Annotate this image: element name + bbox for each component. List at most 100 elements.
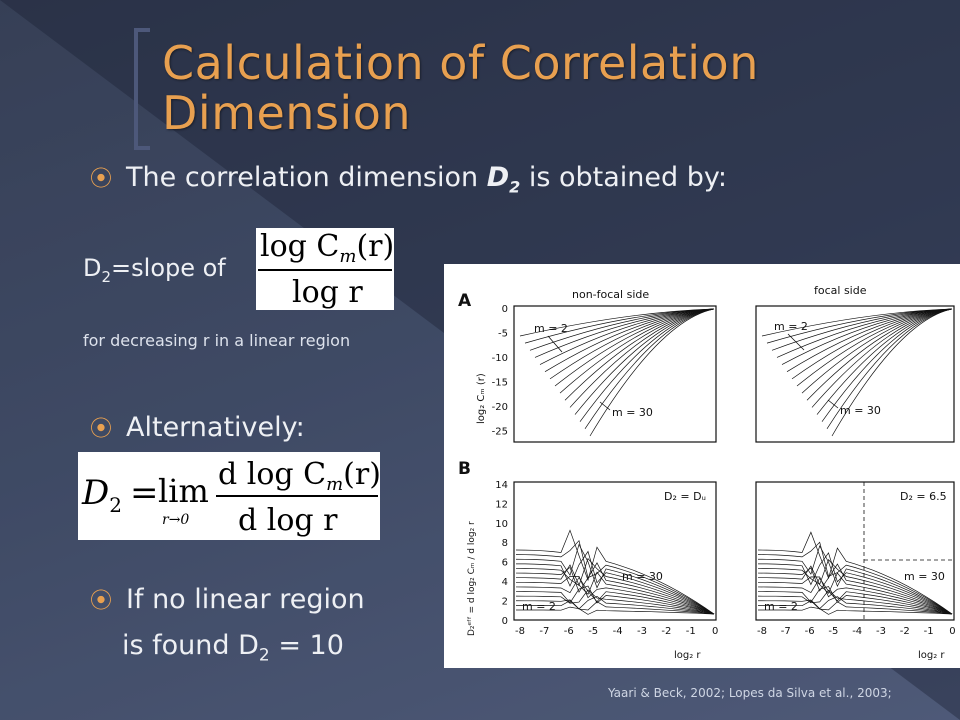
bullet-correlation-dimension: ⦿ The correlation dimension D2 is obtaine…: [90, 162, 727, 203]
tick-x-right: -2: [900, 626, 910, 637]
bullet-no-linear-region-line2: is found D2 = 10: [122, 630, 344, 666]
tick-x-right: -7: [781, 626, 791, 637]
tick-x-left: -5: [588, 626, 598, 637]
tick-x-left: -2: [661, 626, 671, 637]
ticks-x-left: -8 -7 -6 -5 -4 -3 -2 -1 0: [515, 626, 718, 637]
curve-b-right: [757, 600, 953, 615]
bullet-text-end: is obtained by:: [520, 162, 727, 193]
curve-b-right: [757, 596, 953, 615]
xlabel-left: log₂ r: [674, 650, 701, 661]
panel-a-label: A: [458, 291, 472, 311]
curves-a-left: [519, 308, 715, 437]
curve-b-right: [757, 552, 953, 615]
curve-a-right: [796, 308, 953, 387]
curve-b-right: [758, 606, 953, 615]
formula1-numerator: log Cm(r): [260, 229, 394, 267]
label-m30-b-right: m = 30: [904, 570, 945, 583]
bullet-alternatively: ⦿ Alternatively:: [90, 412, 305, 443]
plot-a-left-frame: [513, 305, 717, 443]
citation: Yaari & Beck, 2002; Lopes da Silva et al…: [608, 686, 892, 700]
tick-x-right: -5: [828, 626, 838, 637]
plot-b-right-frame: [755, 481, 955, 621]
tick-b-y: 10: [495, 519, 508, 530]
plot-a-right-frame: [755, 305, 955, 443]
tick-a-y: -15: [492, 378, 508, 389]
curve-a-left: [554, 308, 715, 387]
tick-b-y: 4: [502, 577, 508, 588]
tick-x-right: -4: [852, 626, 862, 637]
label-m2-b-right: m = 2: [764, 600, 798, 613]
linear-region-note: for decreasing r in a linear region: [83, 331, 351, 350]
curve-b-right: [757, 541, 953, 615]
curve-b-right: [757, 563, 953, 615]
formula2-lim: lim: [158, 472, 209, 510]
curve-a-right: [811, 308, 953, 408]
tick-x-right: -8: [757, 626, 767, 637]
slope-formula: log Cm(r) log r: [256, 228, 394, 310]
curve-b-left: [515, 529, 715, 615]
curve-a-left: [579, 308, 715, 422]
plot-b-left-frame: [513, 481, 717, 621]
curves-a-right: [761, 308, 953, 437]
label-m30-a-left: m = 30: [612, 406, 653, 419]
curve-b-left: [515, 562, 715, 615]
bullet-marker-icon: ⦿: [90, 589, 113, 614]
tick-x-right: -1: [924, 626, 934, 637]
bullet-marker-icon: ⦿: [90, 167, 113, 192]
tick-x-right: -3: [876, 626, 886, 637]
curve-b-left: [516, 606, 715, 615]
label-d2-65: D₂ = 6.5: [900, 490, 947, 503]
tick-x-left: -4: [613, 626, 623, 637]
curve-b-left: [515, 557, 715, 615]
title-non-focal: non-focal side: [572, 288, 649, 301]
bullet-marker-icon: ⦿: [90, 417, 113, 442]
formula2-equals: =: [130, 473, 159, 513]
bullet-no-linear-region: ⦿ If no linear region: [90, 584, 365, 615]
curve-b-left: [515, 589, 715, 615]
d2-symbol: D2: [486, 162, 521, 197]
tick-x-left: -7: [539, 626, 549, 637]
tick-x-left: -8: [515, 626, 525, 637]
curve-a-left: [549, 308, 715, 380]
curve-b-right: [757, 577, 953, 615]
curve-b-right: [757, 589, 953, 615]
curve-b-right: [757, 545, 953, 615]
ylabel-b: D₂ᵉᶠᶠ = d log₂ Cₘ / d log₂ r: [467, 521, 477, 636]
tick-b-y: 8: [502, 538, 508, 549]
ticks-x-right: -8 -7 -6 -5 -4 -3 -2 -1 0: [757, 626, 956, 637]
formula2-denominator: d log r: [238, 503, 338, 538]
limit-formula: D2 = lim r→0 d log Cm(r) d log r: [78, 452, 381, 540]
title-focal: focal side: [814, 284, 867, 297]
curve-b-left: [515, 585, 715, 615]
title-bracket-decoration: [134, 28, 150, 150]
ticks-b-y: 14 12 10 8 6 4 2 0: [495, 480, 508, 627]
tick-b-y: 12: [495, 499, 508, 510]
label-m2-b-left: m = 2: [522, 600, 556, 613]
curves-b-left: [515, 529, 715, 615]
ylabel-a: log₂ Cₘ (r): [476, 373, 487, 424]
slope-label: D2=slope of: [83, 254, 226, 286]
curve-b-left: [515, 564, 715, 615]
curve-b-left: [515, 600, 715, 615]
curve-a-left: [589, 308, 715, 437]
ticks-a-y: 0 -5 -10 -15 -20 -25: [492, 304, 508, 438]
curves-b-right: [757, 531, 953, 615]
tick-x-right: -6: [805, 626, 815, 637]
label-d2-du: D₂ = Dᵤ: [664, 490, 706, 503]
tick-a-y: -10: [492, 353, 508, 364]
tick-a-y: -5: [498, 329, 508, 340]
tick-x-left: -1: [686, 626, 696, 637]
panel-b-label: B: [458, 459, 471, 479]
tick-x-left: -6: [564, 626, 574, 637]
formula2-lhs: D2: [81, 473, 122, 517]
curve-b-left: [515, 550, 715, 615]
label-m2-a-right: m = 2: [774, 320, 808, 333]
curve-b-right: [757, 586, 953, 615]
tick-x-left: -3: [637, 626, 647, 637]
curve-b-right: [757, 576, 953, 615]
curve-b-left: [515, 543, 715, 615]
curve-a-right: [831, 308, 953, 437]
curve-b-left: [515, 576, 715, 615]
curve-b-right: [757, 531, 953, 615]
